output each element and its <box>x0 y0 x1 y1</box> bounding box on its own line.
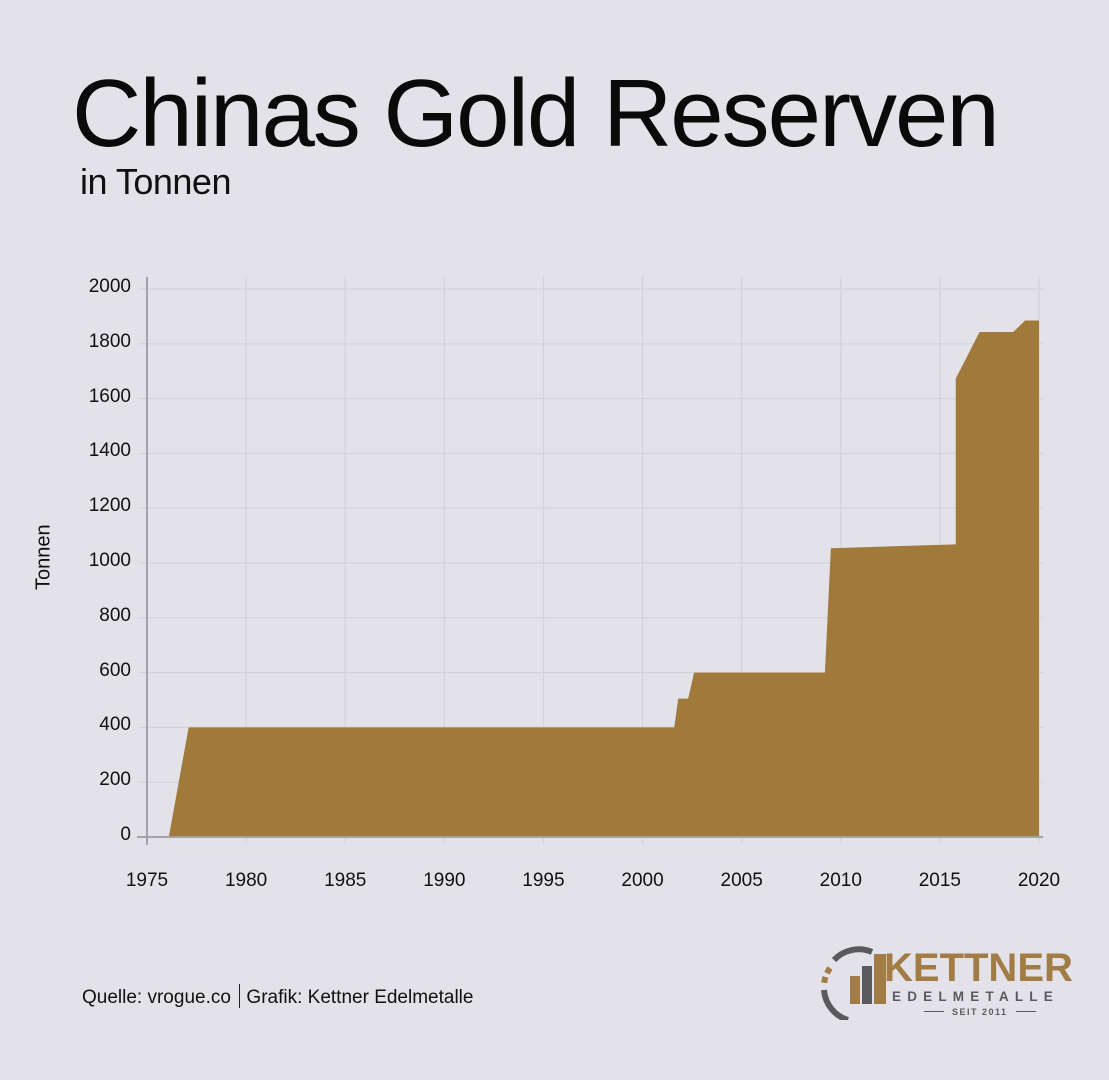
logo-bars-icon <box>821 946 886 1020</box>
y-tick-label: 1400 <box>88 440 131 462</box>
x-tick-label: 1995 <box>522 870 565 891</box>
y-tick-label: 200 <box>99 769 131 791</box>
logo-subtitle: EDELMETALLE <box>892 989 1059 1004</box>
y-tick-label: 1800 <box>88 330 131 352</box>
logo-name: KETTNER <box>884 946 1073 990</box>
x-tick-label: 2005 <box>720 870 763 891</box>
x-tick-label: 2020 <box>1017 870 1061 891</box>
y-tick-label: 1600 <box>88 385 131 407</box>
gold-reserve-area <box>168 320 1039 837</box>
x-tick-label: 1990 <box>423 870 466 891</box>
source-text: Quelle: vrogue.co <box>82 987 231 1008</box>
chart-title: Chinas Gold Reserven <box>72 60 1000 167</box>
y-tick-label: 1200 <box>88 495 131 517</box>
y-axis-label: Tonnen <box>32 524 55 590</box>
x-tick-label: 1980 <box>224 870 268 891</box>
divider <box>238 984 241 1008</box>
y-tick-label: 2000 <box>88 276 131 297</box>
x-tick-label: 2010 <box>819 870 862 891</box>
logo-since: SEIT 2011 <box>916 1008 1044 1017</box>
x-tick-label: 1985 <box>324 870 367 891</box>
source-footer: Quelle: vrogue.co Grafik: Kettner Edelmet… <box>82 984 473 1009</box>
kettner-logo: KETTNER EDELMETALLE SEIT 2011 <box>820 940 1073 1026</box>
y-tick-label: 800 <box>99 604 131 626</box>
x-tick-label: 1975 <box>125 870 169 891</box>
x-tick-label: 2015 <box>918 870 962 891</box>
y-tick-label: 1000 <box>88 550 131 571</box>
plot-svg <box>137 277 1043 845</box>
credit-text: Grafik: Kettner Edelmetalle <box>246 987 474 1008</box>
y-tick-label: 600 <box>99 659 131 681</box>
y-tick-label: 400 <box>99 714 131 736</box>
chart-area: 0 200 400 600 800 1000 1200 1400 1600 1800 2000 19… <box>32 276 1061 891</box>
y-tick-label: 0 <box>120 824 131 845</box>
x-tick-label: 2000 <box>621 870 664 891</box>
chart-subtitle: in Tonnen <box>80 161 231 202</box>
